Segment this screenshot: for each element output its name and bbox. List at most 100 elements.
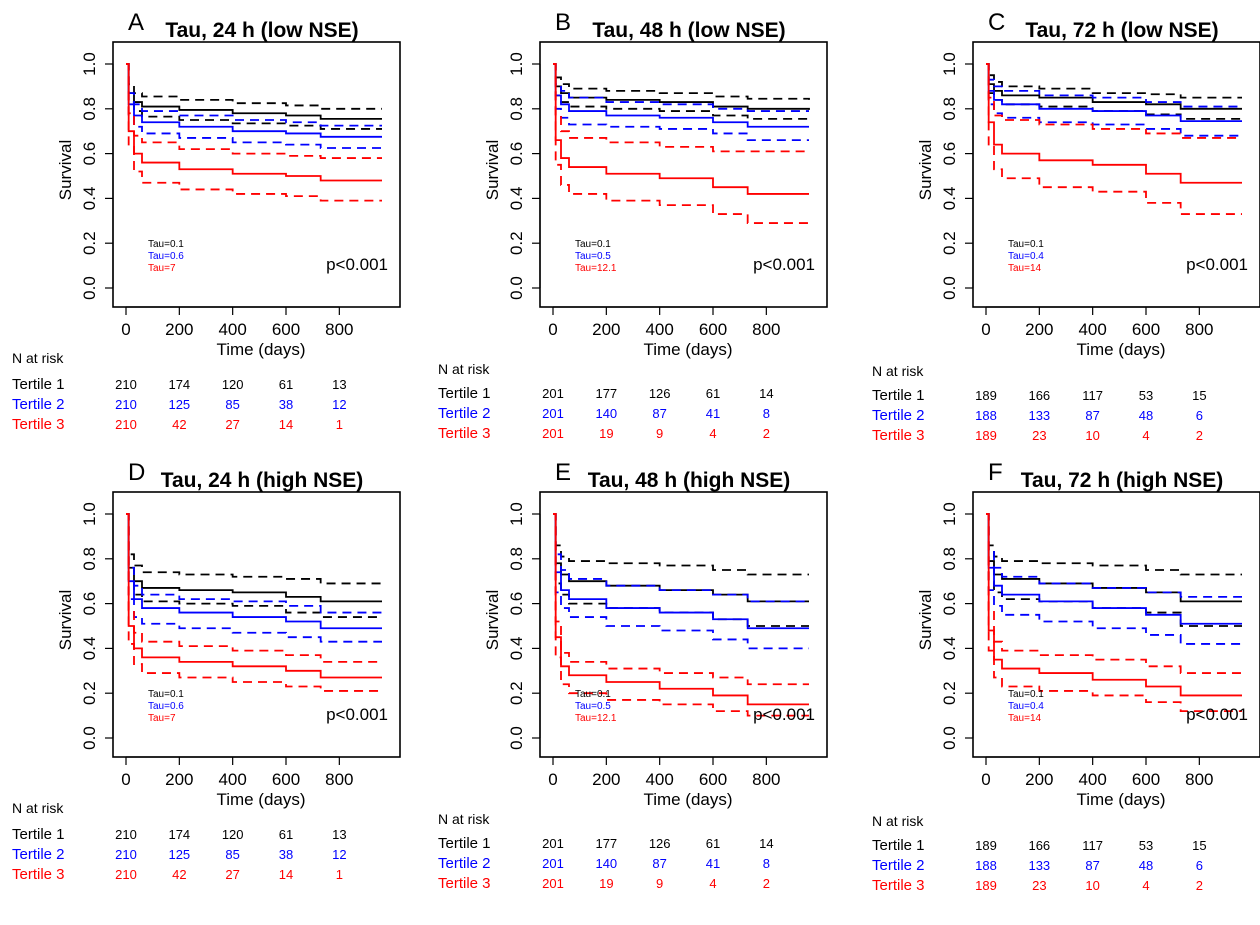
y-tick-label: 0.0 xyxy=(80,726,99,750)
x-tick-label: 0 xyxy=(981,770,990,789)
risk-row-label: Tertile 2 xyxy=(872,857,925,874)
risk-count: 125 xyxy=(168,847,190,862)
risk-count: 13 xyxy=(332,377,346,392)
chart-title: Tau, 48 h (low NSE) xyxy=(592,19,785,42)
legend-entry: Tau=7 xyxy=(148,263,176,274)
risk-table-header: N at risk xyxy=(872,813,924,829)
legend-entry: Tau=0.4 xyxy=(1008,701,1044,712)
risk-row-label: Tertile 3 xyxy=(438,425,491,442)
risk-row-label: Tertile 1 xyxy=(438,385,491,402)
risk-count: 2 xyxy=(1196,428,1203,443)
legend-entry: Tau=0.1 xyxy=(575,689,611,700)
risk-count: 14 xyxy=(279,867,293,882)
y-axis-label: Survival xyxy=(916,590,935,650)
panel-letter: B xyxy=(555,9,571,36)
x-tick-label: 400 xyxy=(1078,770,1106,789)
risk-count: 14 xyxy=(759,386,773,401)
risk-count: 9 xyxy=(656,426,663,441)
risk-count: 120 xyxy=(222,827,244,842)
x-tick-label: 800 xyxy=(752,770,780,789)
risk-count: 15 xyxy=(1192,838,1206,853)
y-tick-label: 0.4 xyxy=(940,637,959,661)
y-tick-label: 0.8 xyxy=(80,547,99,571)
x-tick-label: 400 xyxy=(218,320,246,339)
legend-entry: Tau=0.1 xyxy=(148,239,184,250)
ci-upper-line-1 xyxy=(126,63,382,110)
x-tick-label: 0 xyxy=(121,320,130,339)
risk-count: 4 xyxy=(1142,878,1149,893)
risk-count: 85 xyxy=(225,847,239,862)
risk-count: 177 xyxy=(595,836,617,851)
panel-b: B Tau, 48 h (low NSE) 0.0 0.2 0.4 0.6 0.8 1.0 Su… xyxy=(438,9,828,442)
x-tick-label: 800 xyxy=(325,770,353,789)
y-tick-label: 0.2 xyxy=(80,231,99,255)
risk-count: 41 xyxy=(706,856,720,871)
survival-line-3 xyxy=(986,513,1242,697)
risk-count: 201 xyxy=(542,406,564,421)
x-tick-label: 600 xyxy=(699,320,727,339)
y-tick-label: 0.4 xyxy=(80,187,99,211)
risk-count: 8 xyxy=(763,406,770,421)
survival-line-1 xyxy=(553,63,810,110)
risk-row-label: Tertile 1 xyxy=(12,376,65,393)
ci-upper-line-1 xyxy=(553,513,809,576)
x-tick-label: 200 xyxy=(592,320,620,339)
y-tick-label: 1.0 xyxy=(940,52,959,76)
risk-count: 38 xyxy=(279,847,293,862)
legend-entry: Tau=14 xyxy=(1008,713,1042,724)
panel-letter: C xyxy=(988,9,1005,36)
risk-row-label: Tertile 2 xyxy=(12,396,65,413)
x-axis-label: Time (days) xyxy=(216,340,305,359)
risk-count: 4 xyxy=(709,426,716,441)
y-tick-label: 0.4 xyxy=(940,187,959,211)
risk-count: 87 xyxy=(1085,858,1099,873)
ci-lower-line-2 xyxy=(553,63,809,142)
x-tick-label: 0 xyxy=(981,320,990,339)
legend-entry: Tau=0.1 xyxy=(1008,689,1044,700)
x-axis-label: Time (days) xyxy=(643,340,732,359)
legend-entry: Tau=0.5 xyxy=(575,251,611,262)
ci-upper-line-3 xyxy=(553,513,809,686)
risk-row-label: Tertile 1 xyxy=(12,826,65,843)
x-tick-label: 600 xyxy=(699,770,727,789)
risk-count: 201 xyxy=(542,856,564,871)
risk-count: 210 xyxy=(115,417,137,432)
legend-entry: Tau=0.6 xyxy=(148,251,184,262)
y-tick-label: 0.2 xyxy=(940,231,959,255)
p-value: p<0.001 xyxy=(753,705,815,724)
risk-count: 188 xyxy=(975,858,997,873)
risk-count: 38 xyxy=(279,397,293,412)
x-axis-label: Time (days) xyxy=(1076,340,1165,359)
risk-count: 19 xyxy=(599,426,613,441)
x-tick-label: 0 xyxy=(121,770,130,789)
y-tick-label: 0.0 xyxy=(940,726,959,750)
ci-lower-line-3 xyxy=(553,513,809,717)
survival-line-3 xyxy=(553,513,809,706)
risk-table-header: N at risk xyxy=(438,361,490,377)
x-tick-label: 0 xyxy=(548,320,557,339)
risk-count: 10 xyxy=(1085,878,1099,893)
risk-count: 13 xyxy=(332,827,346,842)
p-value: p<0.001 xyxy=(1186,705,1248,724)
y-tick-label: 0.6 xyxy=(940,592,959,616)
risk-row-label: Tertile 1 xyxy=(872,837,925,854)
x-axis-label: Time (days) xyxy=(216,790,305,809)
x-tick-label: 200 xyxy=(1025,770,1053,789)
panel-letter: F xyxy=(988,459,1003,486)
ci-lower-line-2 xyxy=(986,513,1242,645)
panel-f: F Tau, 72 h (high NSE) 0.0 0.2 0.4 0.6 0.8 1.0 S… xyxy=(872,459,1260,894)
p-value: p<0.001 xyxy=(753,255,815,274)
ci-lower-line-1 xyxy=(986,513,1242,627)
risk-count: 125 xyxy=(168,397,190,412)
risk-count: 117 xyxy=(1082,838,1103,853)
survival-line-2 xyxy=(986,63,1242,123)
risk-count: 189 xyxy=(975,388,997,403)
risk-count: 14 xyxy=(759,836,773,851)
x-tick-label: 200 xyxy=(165,770,193,789)
survival-line-1 xyxy=(986,63,1242,110)
y-axis-label: Survival xyxy=(56,140,75,200)
x-tick-label: 0 xyxy=(548,770,557,789)
risk-count: 14 xyxy=(279,417,293,432)
risk-table-header: N at risk xyxy=(872,363,924,379)
legend-entry: Tau=0.1 xyxy=(1008,239,1044,250)
